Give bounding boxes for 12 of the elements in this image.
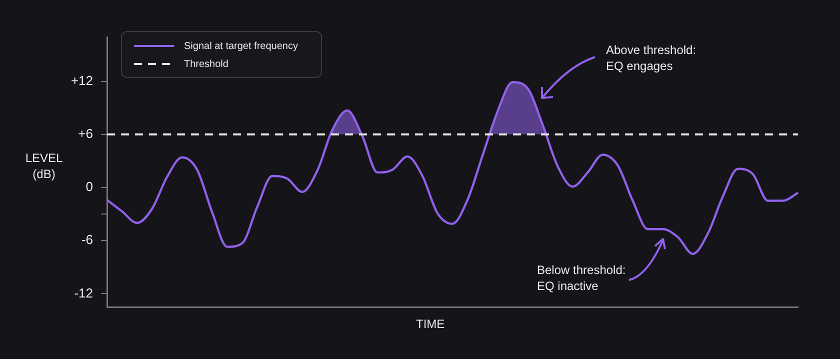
legend-label: Signal at target frequency: [184, 40, 298, 52]
y-tick-label: +6: [78, 126, 93, 141]
y-tick-label: -6: [81, 232, 93, 248]
line-series: [106, 81, 800, 255]
y-tick-label: 0: [86, 179, 93, 194]
x-axis-title: TIME: [416, 316, 445, 332]
legend-label: Threshold: [184, 58, 228, 70]
y-tick-label: +12: [70, 72, 93, 88]
annotation: Below threshold: EQ inactive: [537, 262, 626, 294]
y-axis-title: LEVEL (dB): [24, 150, 64, 182]
annotation: Above threshold: EQ engages: [606, 42, 696, 74]
y-tick-label: -12: [74, 285, 93, 300]
